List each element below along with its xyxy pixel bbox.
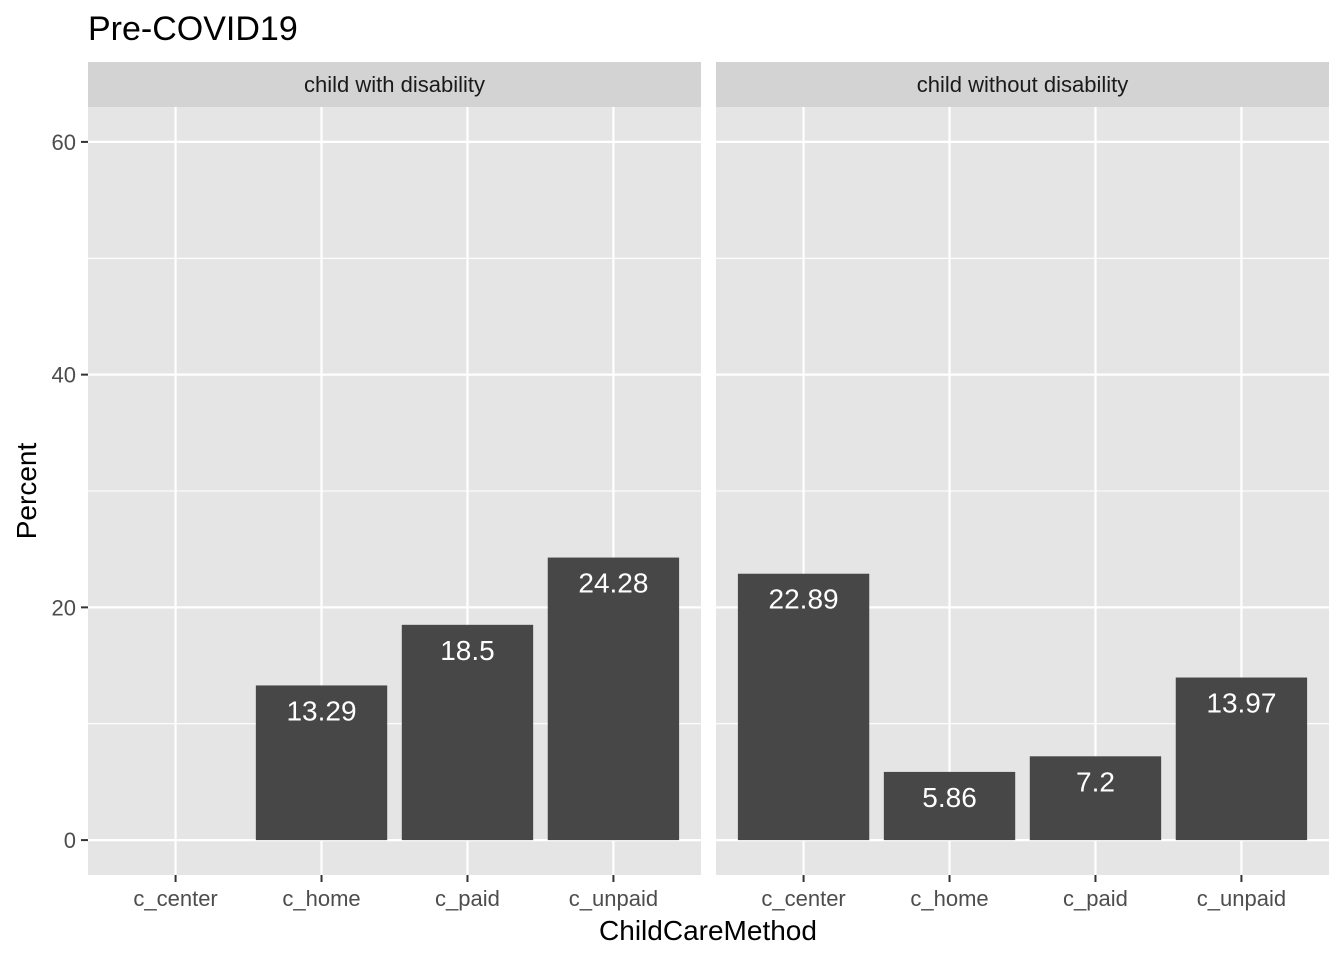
bar — [1029, 756, 1162, 841]
y-tick-label: 60 — [52, 130, 76, 155]
x-tick-label: c_center — [761, 886, 845, 911]
x-tick-label: c_paid — [1063, 886, 1128, 911]
chart-title: Pre-COVID19 — [88, 10, 298, 48]
panels-group: child with disability c_center 13.29 c_home… — [88, 62, 1329, 911]
x-tick-label: c_home — [910, 886, 988, 911]
facet-panel: child without disability 22.89 c_center 5.8… — [716, 62, 1329, 911]
bar — [883, 771, 1016, 841]
bar — [401, 624, 534, 841]
y-axis-title: Percent — [11, 443, 42, 540]
bar — [547, 557, 680, 841]
bar-value-label: 22.89 — [769, 584, 839, 615]
x-tick-label: c_unpaid — [1197, 886, 1286, 911]
facet-strip — [716, 62, 1329, 107]
x-tick-label: c_paid — [435, 886, 500, 911]
bar-value-label: 13.29 — [286, 695, 356, 726]
bar — [737, 573, 870, 841]
bar-value-label: 5.86 — [922, 782, 977, 813]
bar-value-label: 13.97 — [1206, 688, 1276, 719]
facet-panel: child with disability c_center 13.29 c_home… — [88, 62, 701, 911]
facet-strip-label: child with disability — [304, 72, 485, 97]
x-axis-title: ChildCareMethod — [599, 915, 817, 946]
y-axis: 0 20 40 60 — [52, 130, 88, 853]
x-tick-label: c_unpaid — [569, 886, 658, 911]
bar — [1175, 677, 1308, 841]
y-tick-label: 40 — [52, 363, 76, 388]
bar-value-label: 24.28 — [578, 568, 648, 599]
facet-strip-label: child without disability — [917, 72, 1129, 97]
x-tick-label: c_center — [133, 886, 217, 911]
y-tick-label: 20 — [52, 595, 76, 620]
bar — [255, 685, 388, 841]
x-tick-label: c_home — [282, 886, 360, 911]
bar-value-label: 18.5 — [440, 635, 495, 666]
bar-value-label: 7.2 — [1076, 766, 1115, 797]
y-tick-label: 0 — [64, 828, 76, 853]
facet-strip — [88, 62, 701, 107]
